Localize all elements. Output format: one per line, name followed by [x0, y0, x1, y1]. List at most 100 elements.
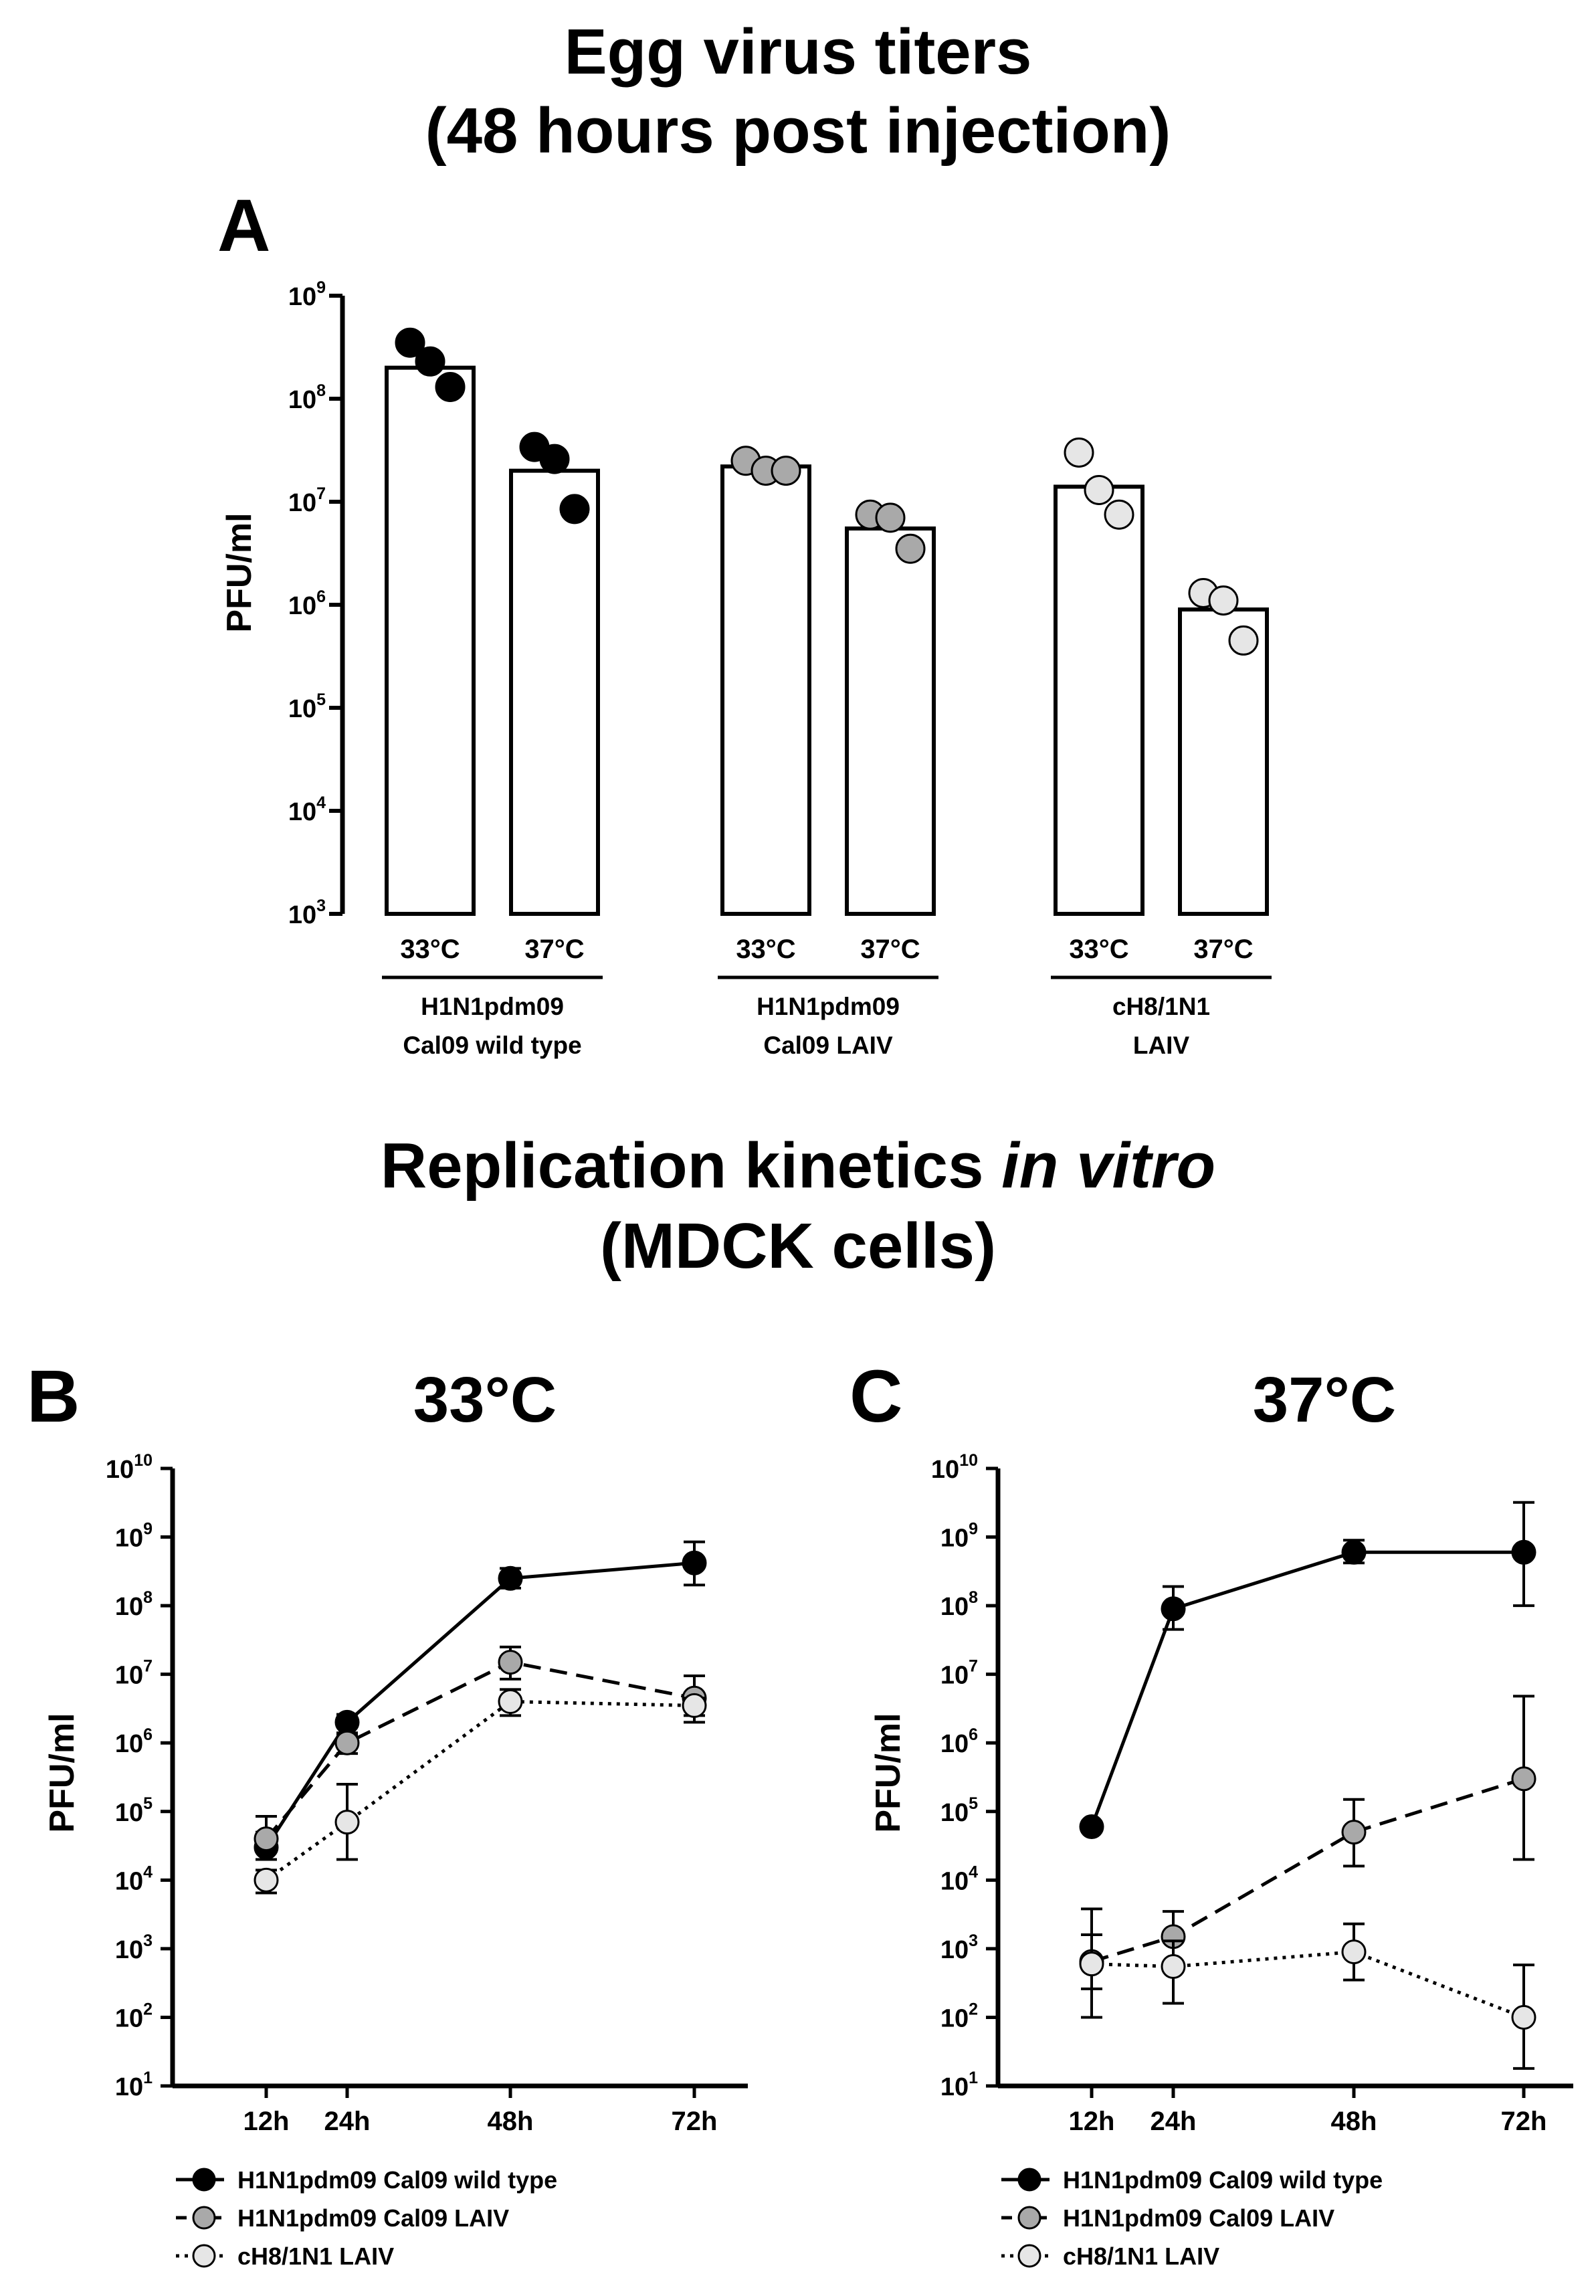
- panel-c-ytick-label: 106: [940, 1725, 978, 1758]
- panel-c-series-ch8-1n1-laiv-legend-label: cH8/1N1 LAIV: [1063, 2242, 1219, 2270]
- panel-c-ytick-label-base: 10: [931, 1456, 959, 1484]
- panel-a-group-h1n1pdm09-cal09-wild-type-temp-label: 33°C: [400, 935, 460, 964]
- panel-c-ytick-label: 109: [940, 1520, 978, 1553]
- panel-a-group-h1n1pdm09-cal09-laiv-point: [875, 502, 906, 533]
- panel-a-ytick-label-base: 10: [288, 695, 316, 723]
- panel-a-group-h1n1pdm09-cal09-wild-type-point: [539, 444, 570, 474]
- panel-b-title: 33°C: [413, 1364, 557, 1436]
- panel-a-group-h1n1pdm09-cal09-wild-type-label-line2: Cal09 wild type: [403, 1032, 581, 1059]
- panel-b-ytick-label-exponent: 5: [143, 1794, 153, 1813]
- panel-b-ytick-label-base: 10: [115, 1662, 143, 1690]
- panel-b-ytick-label-base: 10: [115, 1867, 143, 1895]
- figure-title-top-line2: (48 hours post injection): [425, 95, 1171, 167]
- panel-c-ytick-label-exponent: 1: [969, 2069, 978, 2087]
- panel-c-ytick-label-exponent: 9: [969, 1520, 978, 1539]
- panel-a-ytick-label-exponent: 5: [316, 690, 326, 709]
- panel-c-series-ch8-1n1-laiv-legend-marker: [1017, 2244, 1041, 2268]
- panel-a-ytick-label: 105: [288, 690, 326, 723]
- panel-a-group-ch8-1n1-laiv-point: [1064, 438, 1094, 468]
- panel-c-ytick-label-base: 10: [940, 1936, 969, 1964]
- panel-a-ytick-label-base: 10: [288, 489, 316, 517]
- panel-b-ytick-label-exponent: 2: [143, 2000, 153, 2018]
- panel-a-group-ch8-1n1-laiv-label-line1: cH8/1N1: [1112, 993, 1210, 1020]
- panel-c-series-h1n1pdm09-cal09-wild-type-point: [1161, 1596, 1186, 1622]
- panel-c-ytick-label-base: 10: [940, 2004, 969, 2032]
- panel-a-group-h1n1pdm09-cal09-laiv-bar-33-c: [720, 464, 811, 916]
- panel-b-series-h1n1pdm09-cal09-wild-type-line: [264, 1561, 695, 1848]
- panel-a-group-ch8-1n1-laiv-point: [1228, 625, 1259, 656]
- panel-c-ytick-label-base: 10: [940, 1730, 969, 1758]
- panel-b-ytick-label-base: 10: [106, 1456, 134, 1484]
- panel-c-series-ch8-1n1-laiv-point: [1511, 2004, 1536, 2030]
- panel-b-series-h1n1pdm09-cal09-laiv-point: [498, 1650, 523, 1675]
- panel-c-series-h1n1pdm09-cal09-laiv-line: [1091, 1777, 1524, 1964]
- panel-b-ytick-label-exponent: 10: [134, 1451, 153, 1470]
- panel-b-xtick-label: 24h: [324, 2107, 371, 2136]
- panel-c-series-h1n1pdm09-cal09-laiv-legend-label: H1N1pdm09 Cal09 LAIV: [1063, 2204, 1334, 2232]
- panel-b-xtick-label: 72h: [672, 2107, 718, 2136]
- panel-c-ytick-label-base: 10: [940, 2073, 969, 2101]
- figure-title-mid-line2: (MDCK cells): [600, 1210, 996, 1282]
- panel-b-series-ch8-1n1-laiv-point: [254, 1867, 279, 1893]
- panel-b-series-h1n1pdm09-cal09-laiv-point: [254, 1826, 279, 1852]
- panel-a-ytick-label-exponent: 8: [316, 381, 326, 400]
- panel-b-ytick-label: 106: [115, 1725, 153, 1758]
- panel-a-ytick-label-exponent: 3: [316, 896, 326, 915]
- panel-a-group-ch8-1n1-laiv-temp-label: 37°C: [1193, 935, 1253, 964]
- figure-title-top-line1: Egg virus titers: [565, 16, 1032, 88]
- panel-b-ytick-label: 101: [115, 2069, 153, 2101]
- panel-a-ytick-label-base: 10: [288, 798, 316, 826]
- panel-b-series-h1n1pdm09-cal09-wild-type-point: [334, 1709, 360, 1735]
- panel-c-series-ch8-1n1-laiv-line: [1091, 1950, 1524, 2019]
- panel-a-ytick-label-base: 10: [288, 386, 316, 414]
- panel-a-ytick-label-exponent: 6: [316, 587, 326, 606]
- figure-title-mid-plain: Replication kinetics: [381, 1130, 1001, 1202]
- panel-b-ytick-label-base: 10: [115, 1799, 143, 1827]
- figure-title-mid-line1: Replication kinetics in vitro: [381, 1130, 1215, 1202]
- panel-a-group-h1n1pdm09-cal09-laiv-label-line2: Cal09 LAIV: [763, 1032, 893, 1059]
- panel-a-group-ch8-1n1-laiv-label-line2: LAIV: [1133, 1032, 1190, 1059]
- panel-b-series-h1n1pdm09-cal09-laiv-line: [265, 1660, 695, 1840]
- panel-a-ytick-label-base: 10: [288, 592, 316, 620]
- panel-b-series-h1n1pdm09-cal09-laiv-legend-label: H1N1pdm09 Cal09 LAIV: [237, 2204, 509, 2232]
- panel-c-ytick-label: 108: [940, 1588, 978, 1621]
- panel-a-ytick-label: 106: [288, 587, 326, 620]
- panel-c-series-h1n1pdm09-cal09-laiv-legend-marker: [1017, 2206, 1041, 2230]
- panel-c-xtick-label: 48h: [1331, 2107, 1377, 2136]
- panel-a-ytick-label: 104: [288, 793, 326, 826]
- panel-b-ytick-label-exponent: 6: [143, 1725, 153, 1744]
- panel-b-ytick-label: 103: [115, 1931, 153, 1964]
- panel-a-group-h1n1pdm09-cal09-wild-type-point: [559, 494, 590, 524]
- panel-c-ytick-label-exponent: 3: [969, 1931, 978, 1950]
- panel-b-ytick-label-exponent: 8: [143, 1588, 153, 1607]
- panel-a-group-h1n1pdm09-cal09-laiv-label-line1: H1N1pdm09: [757, 993, 900, 1020]
- panel-b-xtick-label: 12h: [243, 2107, 290, 2136]
- panel-a-ytick-label: 103: [288, 896, 326, 929]
- panel-b-series-h1n1pdm09-cal09-wild-type-legend-marker: [192, 2168, 216, 2192]
- panel-a-group-h1n1pdm09-cal09-laiv-point: [771, 456, 801, 486]
- panel-c-ytick-label-exponent: 8: [969, 1588, 978, 1607]
- panel-b-ytick-label: 104: [115, 1862, 153, 1895]
- panel-b-series-ch8-1n1-laiv-line: [265, 1699, 695, 1882]
- panel-b-series-h1n1pdm09-cal09-laiv-point: [334, 1730, 360, 1755]
- panel-a-group-h1n1pdm09-cal09-wild-type-point: [395, 327, 425, 358]
- panel-c-series-h1n1pdm09-cal09-wild-type-line: [1090, 1550, 1524, 1828]
- panel-b-ytick-label: 1010: [106, 1451, 153, 1484]
- panel-c-ylabel: PFU/ml: [869, 1713, 908, 1832]
- panel-b-ytick-label: 109: [115, 1520, 153, 1553]
- panel-c-ytick-label: 105: [940, 1794, 978, 1827]
- panel-a-group-h1n1pdm09-cal09-laiv-bar-37-c: [845, 526, 936, 916]
- panel-c-series-ch8-1n1-laiv-point: [1161, 1954, 1186, 1980]
- panel-a-ytick-label-exponent: 7: [316, 484, 326, 503]
- panel-a-group-ch8-1n1-laiv-point: [1208, 585, 1239, 616]
- panel-c-ytick-label-exponent: 10: [959, 1451, 978, 1470]
- panel-b-series-ch8-1n1-laiv-legend-label: cH8/1N1 LAIV: [237, 2242, 394, 2270]
- panel-c-series-h1n1pdm09-cal09-laiv-point: [1511, 1766, 1536, 1792]
- panel-a-group-h1n1pdm09-cal09-wild-type-label-line1: H1N1pdm09: [421, 993, 564, 1020]
- panel-a-ytick-label: 109: [288, 278, 326, 311]
- panel-c-ytick-label: 101: [940, 2069, 978, 2101]
- panel-b-series-ch8-1n1-laiv-point: [498, 1689, 523, 1714]
- panel-b-ytick-label-base: 10: [115, 2073, 143, 2101]
